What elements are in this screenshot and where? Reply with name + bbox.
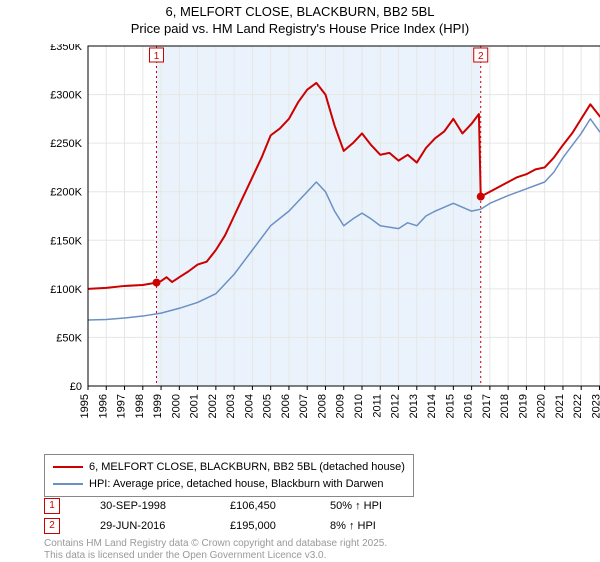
- svg-text:2010: 2010: [353, 394, 365, 418]
- svg-text:£250K: £250K: [50, 138, 82, 150]
- svg-text:2006: 2006: [280, 394, 292, 418]
- transaction-badge: 1: [44, 498, 60, 514]
- svg-text:£350K: £350K: [50, 44, 82, 53]
- legend-swatch: [53, 483, 83, 485]
- legend-box: 6, MELFORT CLOSE, BLACKBURN, BB2 5BL (de…: [44, 454, 414, 497]
- legend-label: 6, MELFORT CLOSE, BLACKBURN, BB2 5BL (de…: [89, 459, 405, 476]
- svg-text:1997: 1997: [116, 394, 128, 418]
- svg-text:£200K: £200K: [50, 187, 82, 199]
- svg-text:2011: 2011: [371, 394, 383, 418]
- attribution-line-1: Contains HM Land Registry data © Crown c…: [44, 538, 387, 549]
- transaction-price: £106,450: [230, 500, 330, 512]
- svg-text:2008: 2008: [316, 394, 328, 418]
- svg-text:1996: 1996: [97, 394, 109, 418]
- transaction-date: 29-JUN-2016: [100, 520, 230, 532]
- attribution-text: Contains HM Land Registry data © Crown c…: [44, 538, 387, 562]
- svg-text:£300K: £300K: [50, 90, 82, 102]
- svg-text:2013: 2013: [408, 394, 420, 418]
- svg-text:2007: 2007: [298, 394, 310, 418]
- transaction-price: £195,000: [230, 520, 330, 532]
- legend-label: HPI: Average price, detached house, Blac…: [89, 476, 384, 493]
- transaction-date: 30-SEP-1998: [100, 500, 230, 512]
- svg-text:1995: 1995: [79, 394, 91, 418]
- svg-text:1: 1: [154, 51, 160, 62]
- attribution-line-2: This data is licensed under the Open Gov…: [44, 550, 326, 561]
- chart-svg: £0 £50K £100K £150K £200K £250K £300K £350K 1995…: [44, 44, 600, 444]
- chart-area: £0£50K£100K£150K£200K£250K£300K£350K1995…: [44, 44, 592, 414]
- svg-text:2021: 2021: [554, 394, 566, 418]
- svg-text:2018: 2018: [499, 394, 511, 418]
- svg-text:2003: 2003: [225, 394, 237, 418]
- svg-text:2: 2: [478, 51, 484, 62]
- svg-text:2016: 2016: [463, 394, 475, 418]
- chart-title-block: 6, MELFORT CLOSE, BLACKBURN, BB2 5BL Pri…: [0, 0, 600, 36]
- transaction-vs-hpi: 50% ↑ HPI: [330, 500, 430, 512]
- svg-text:2005: 2005: [262, 394, 274, 418]
- svg-text:£50K: £50K: [56, 332, 82, 344]
- transaction-badge: 2: [44, 518, 60, 534]
- svg-text:2004: 2004: [243, 394, 255, 418]
- title-line-2: Price paid vs. HM Land Registry's House …: [0, 21, 600, 36]
- transaction-row: 2 29-JUN-2016 £195,000 8% ↑ HPI: [44, 516, 430, 536]
- svg-text:2015: 2015: [444, 394, 456, 418]
- svg-text:£100K: £100K: [50, 284, 82, 296]
- svg-text:2023: 2023: [590, 394, 600, 418]
- svg-text:2022: 2022: [572, 394, 584, 418]
- svg-text:2017: 2017: [481, 394, 493, 418]
- svg-text:2009: 2009: [335, 394, 347, 418]
- transaction-row: 1 30-SEP-1998 £106,450 50% ↑ HPI: [44, 496, 430, 516]
- svg-text:2020: 2020: [536, 394, 548, 418]
- transaction-vs-hpi: 8% ↑ HPI: [330, 520, 430, 532]
- svg-text:1998: 1998: [134, 394, 146, 418]
- svg-text:2012: 2012: [390, 394, 402, 418]
- svg-text:£0: £0: [70, 381, 82, 393]
- svg-text:2000: 2000: [170, 394, 182, 418]
- legend-item: 6, MELFORT CLOSE, BLACKBURN, BB2 5BL (de…: [53, 459, 405, 476]
- title-line-1: 6, MELFORT CLOSE, BLACKBURN, BB2 5BL: [0, 4, 600, 21]
- svg-text:2002: 2002: [207, 394, 219, 418]
- svg-text:2014: 2014: [426, 394, 438, 418]
- transactions-table: 1 30-SEP-1998 £106,450 50% ↑ HPI 2 29-JU…: [44, 496, 430, 536]
- svg-text:2001: 2001: [189, 394, 201, 418]
- legend-swatch: [53, 466, 83, 468]
- svg-text:2019: 2019: [517, 394, 529, 418]
- svg-text:£150K: £150K: [50, 235, 82, 247]
- legend-item: HPI: Average price, detached house, Blac…: [53, 476, 405, 493]
- svg-text:1999: 1999: [152, 394, 164, 418]
